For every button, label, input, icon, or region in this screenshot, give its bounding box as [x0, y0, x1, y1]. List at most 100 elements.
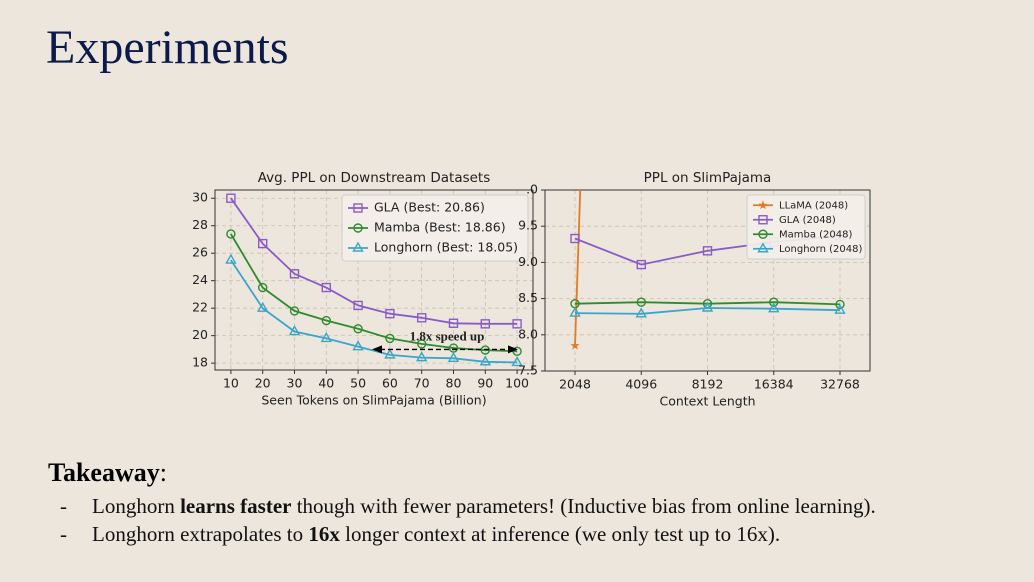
x-tick-label: 20 — [255, 376, 271, 391]
legend-label: Mamba (Best: 18.86) — [374, 220, 506, 235]
marker — [701, 301, 714, 312]
series-line — [230, 259, 518, 364]
bullet: - Longhorn learns faster though with fewe… — [60, 494, 876, 518]
marker — [416, 351, 428, 362]
marker — [225, 253, 237, 264]
series-line — [574, 190, 582, 346]
text: Longhorn extrapolates to — [92, 522, 309, 546]
x-tick-label: 30 — [287, 376, 303, 391]
slide-title: Experiments — [46, 21, 289, 74]
legend-marker — [352, 241, 364, 252]
arrow-head — [508, 345, 518, 354]
y-tick-label: 18 — [192, 355, 208, 370]
plot-frame — [544, 189, 871, 372]
plot-area — [569, 190, 846, 350]
legend-label: Longhorn (Best: 18.05) — [374, 240, 518, 255]
marker — [226, 193, 236, 203]
marker — [570, 233, 580, 244]
legend-label: GLA (Best: 20.86) — [374, 200, 485, 215]
marker — [512, 319, 522, 329]
legend-label: Longhorn (2048) — [779, 244, 862, 255]
marker — [352, 340, 364, 351]
marker — [385, 308, 395, 319]
takeaway-colon: : — [159, 458, 167, 487]
marker — [570, 340, 580, 350]
plot-frame — [214, 189, 534, 371]
takeaway-label: Takeaway — [48, 458, 160, 487]
legend-marker — [353, 223, 363, 233]
text: though with fewer parameters! (Inductive… — [291, 494, 876, 518]
x-tick-label: 2048 — [559, 377, 591, 392]
y-tick-label: 8.0 — [518, 326, 538, 341]
text: Longhorn — [92, 494, 181, 518]
x-tick-label: 90 — [477, 376, 493, 391]
legend-label: GLA (2048) — [779, 215, 836, 226]
bullet: - Longhorn extrapolates to 16x longer con… — [60, 522, 781, 546]
y-tick-label: .0 — [526, 182, 538, 197]
chart-title: Avg. PPL on Downstream Datasets — [258, 170, 491, 186]
x-axis-label: Context Length — [659, 394, 755, 409]
marker — [702, 246, 713, 256]
x-tick-label: 100 — [505, 376, 529, 391]
x-tick-label: 50 — [350, 376, 366, 391]
marker — [289, 306, 300, 316]
marker — [448, 318, 459, 328]
x-tick-label: 16384 — [754, 377, 794, 392]
legend-marker — [758, 215, 768, 225]
marker — [480, 319, 490, 329]
legend-marker — [757, 242, 769, 253]
legend-marker — [353, 203, 363, 213]
marker — [834, 303, 846, 314]
marker — [257, 301, 269, 312]
text-bold: 16x — [308, 522, 340, 546]
y-tick-label: 28 — [192, 217, 208, 232]
x-tick-label: 8192 — [692, 377, 724, 392]
text-bold: learns faster — [180, 494, 292, 518]
marker — [320, 331, 332, 343]
marker — [321, 282, 331, 293]
legend-label: Mamba (2048) — [779, 229, 853, 240]
legend-box — [746, 194, 866, 260]
plot-area — [225, 193, 523, 367]
marker — [480, 345, 490, 355]
legend-label: LLaMA (2048) — [779, 200, 848, 211]
x-tick-label: 70 — [414, 376, 430, 391]
x-tick-label: 60 — [382, 376, 398, 391]
marker — [258, 282, 268, 293]
x-tick-label: 80 — [446, 376, 462, 391]
marker — [288, 325, 301, 336]
marker — [417, 313, 427, 323]
marker — [226, 229, 236, 239]
marker — [768, 302, 780, 313]
y-tick-label: 24 — [192, 272, 208, 287]
marker — [569, 306, 581, 317]
marker — [321, 315, 331, 326]
y-tick-label: 26 — [192, 245, 208, 260]
marker — [635, 307, 647, 318]
annotation: 1.8x speed up — [410, 328, 485, 343]
legend-box — [341, 194, 529, 262]
marker — [511, 356, 523, 367]
marker — [385, 333, 395, 344]
legend-marker — [758, 229, 768, 239]
y-tick-label: 9.0 — [518, 254, 538, 269]
marker — [636, 297, 646, 307]
text: longer context at inference (we only tes… — [339, 522, 781, 546]
marker — [353, 324, 363, 334]
marker — [479, 355, 491, 366]
x-tick-label: 10 — [223, 376, 239, 391]
y-tick-label: 20 — [192, 327, 208, 342]
arrow-head — [372, 345, 382, 354]
chart-title: PPL on SlimPajama — [644, 170, 772, 186]
marker — [636, 259, 646, 270]
marker — [258, 238, 268, 249]
series-line — [230, 197, 518, 325]
legend-marker — [758, 200, 768, 210]
x-tick-label: 4096 — [625, 377, 657, 392]
x-axis-label: Seen Tokens on SlimPajama (Billion) — [261, 393, 486, 408]
marker — [447, 351, 460, 363]
takeaway-heading: Takeaway: — [48, 458, 167, 488]
y-tick-label: 22 — [192, 300, 208, 315]
